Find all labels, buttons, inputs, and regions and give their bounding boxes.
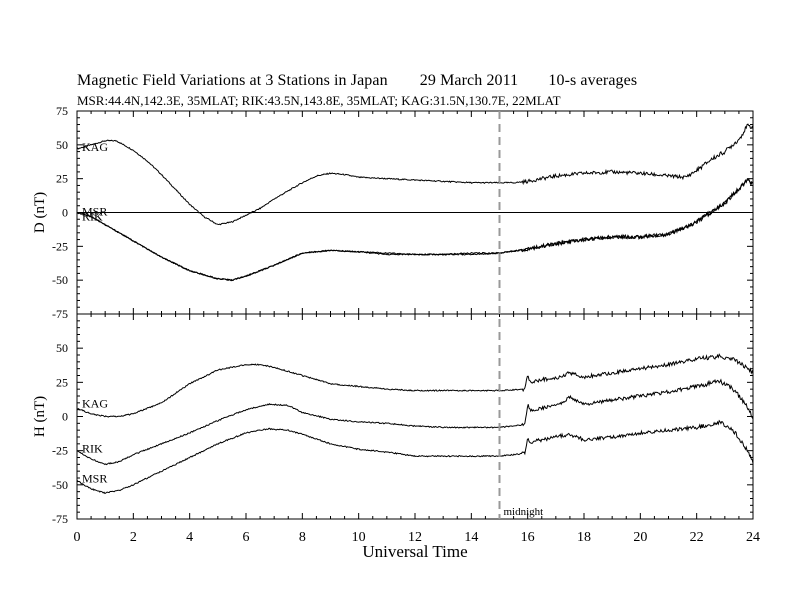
x-tick-label: 20 — [633, 530, 647, 545]
series-kag-label: KAG — [82, 140, 108, 154]
series-msr-line — [76, 419, 754, 495]
y-tick-label: 75 — [56, 104, 68, 118]
x-tick-label: 0 — [74, 530, 81, 545]
y-axis-label: D (nT) — [32, 192, 48, 233]
x-tick-label: 22 — [690, 530, 704, 545]
y-tick-label: -25 — [52, 239, 68, 253]
y-tick-label: -75 — [52, 307, 68, 321]
y-tick-label: 50 — [56, 138, 68, 152]
series-msr-line — [76, 178, 754, 282]
series-msr-label: MSR — [82, 205, 107, 219]
series-rik-label: RIK — [82, 442, 103, 456]
y-axis-label: H (nT) — [32, 396, 48, 437]
series-msr-label: MSR — [82, 472, 107, 486]
chart-title: Magnetic Field Variations at 3 Stations … — [77, 72, 388, 89]
series-rik-line — [76, 378, 754, 466]
y-tick-label: -75 — [52, 512, 68, 526]
chart-subtitle: MSR:44.4N,142.3E, 35MLAT; RIK:43.5N,143.… — [77, 93, 561, 108]
x-tick-label: 18 — [577, 530, 591, 545]
y-tick-label: -50 — [52, 478, 68, 492]
series-kag-line — [76, 123, 754, 226]
x-tick-label: 10 — [352, 530, 366, 545]
chart-date: 29 March 2011 — [419, 72, 519, 89]
x-tick-label: 6 — [243, 530, 250, 545]
y-tick-label: 25 — [56, 172, 68, 186]
x-axis-label: Universal Time — [362, 542, 467, 561]
x-tick-label: 16 — [521, 530, 535, 545]
chart-title-row: Magnetic Field Variations at 3 Stations … — [77, 72, 637, 90]
x-tick-label: 2 — [130, 530, 137, 545]
x-tick-label: 12 — [408, 530, 422, 545]
series-kag-label: KAG — [82, 396, 108, 410]
x-tick-label: 24 — [746, 530, 760, 545]
y-tick-label: 25 — [56, 375, 68, 389]
y-tick-label: 0 — [62, 410, 68, 424]
y-tick-label: 50 — [56, 341, 68, 355]
y-tick-label: -50 — [52, 273, 68, 287]
y-tick-label: -25 — [52, 444, 68, 458]
y-tick-label: 0 — [62, 206, 68, 220]
panel-frame — [76, 313, 754, 520]
h-panel: 50 25 0 -25 -50 -75 H (nT) KAG RIK MSR — [32, 313, 754, 526]
chart-averaging: 10-s averages — [548, 72, 638, 89]
midnight-label: midnight — [504, 506, 544, 518]
x-tick-label: 4 — [186, 530, 193, 545]
x-tick-label: 14 — [464, 530, 478, 545]
series-kag-line — [76, 353, 754, 418]
x-tick-label: 8 — [299, 530, 306, 545]
